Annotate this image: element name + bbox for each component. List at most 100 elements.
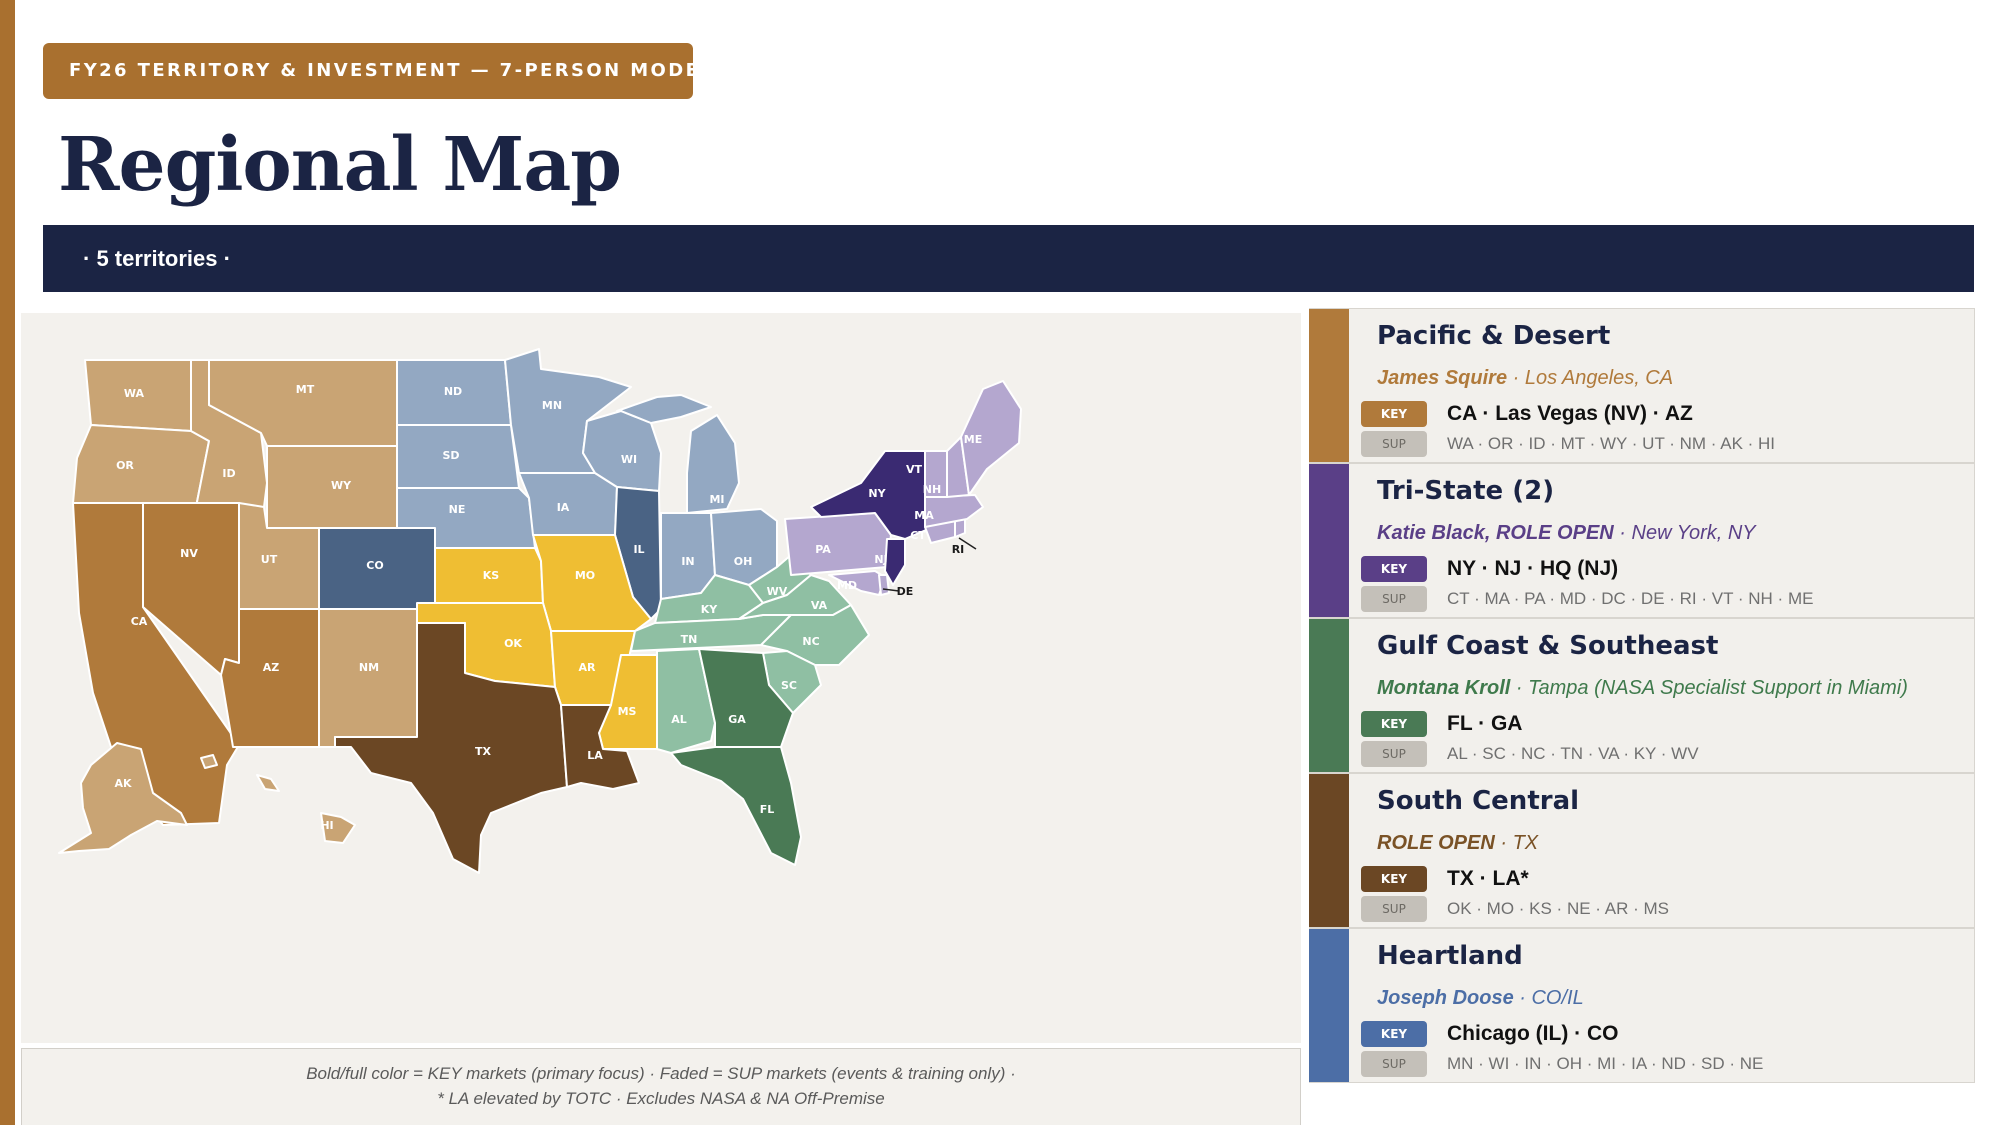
- lead-name: Katie Black, ROLE OPEN: [1377, 522, 1614, 544]
- territory-card-gulf: Gulf Coast & Southeast Montana Kroll · T…: [1309, 618, 1975, 773]
- label-AR: AR: [579, 661, 597, 674]
- territory-accent-bar: [1309, 774, 1349, 927]
- state-GA: [698, 648, 794, 748]
- territory-title: Pacific & Desert: [1377, 321, 1611, 351]
- eyebrow-label: FY26 TERRITORY & INVESTMENT — 7-PERSON M…: [43, 43, 712, 99]
- territory-accent-bar: [1309, 464, 1349, 617]
- state-AK: [58, 742, 188, 854]
- territory-lead: Katie Black, ROLE OPEN · New York, NY: [1377, 522, 1756, 545]
- label-NH: NH: [923, 483, 941, 496]
- map-svg: WA OR ID MT WY CA NV UT AZ NM AK HI CO N…: [58, 348, 1022, 874]
- label-NM: NM: [359, 661, 379, 674]
- label-NJ: NJ: [874, 553, 887, 566]
- state-DE: [878, 574, 890, 596]
- lead-location: · New York, NY: [1613, 522, 1756, 544]
- sup-badge: SUP: [1361, 896, 1427, 922]
- key-badge: KEY: [1361, 866, 1427, 892]
- label-HI: HI: [320, 819, 333, 832]
- label-OH: OH: [734, 555, 753, 568]
- sup-badge: SUP: [1361, 741, 1427, 767]
- key-badge: KEY: [1361, 711, 1427, 737]
- label-VA: VA: [811, 599, 828, 612]
- territory-card-heartland: Heartland Joseph Doose · CO/IL KEY Chica…: [1309, 928, 1975, 1083]
- territory-title: South Central: [1377, 786, 1580, 816]
- sup-badge: SUP: [1361, 1051, 1427, 1077]
- lead-location: · TX: [1494, 832, 1539, 854]
- label-MT: MT: [296, 383, 315, 396]
- lead-location: · Tampa (NASA Specialist Support in Miam…: [1510, 677, 1908, 699]
- lead-location: · Los Angeles, CA: [1507, 367, 1674, 389]
- label-MI: MI: [709, 493, 724, 506]
- label-ND: ND: [444, 385, 462, 398]
- label-OK: OK: [504, 637, 522, 650]
- state-MI: [686, 414, 740, 514]
- label-SC: SC: [781, 679, 797, 692]
- territory-lead: James Squire · Los Angeles, CA: [1377, 367, 1673, 390]
- state-HI-island: [256, 774, 280, 792]
- label-ME: ME: [964, 433, 982, 446]
- territory-card-pacific: Pacific & Desert James Squire · Los Ange…: [1309, 308, 1975, 463]
- label-CT: CT: [910, 529, 926, 542]
- label-MO: MO: [575, 569, 595, 582]
- label-IA: IA: [557, 501, 570, 514]
- label-WV: WV: [767, 585, 788, 598]
- state-NY: [810, 450, 934, 540]
- territory-accent-bar: [1309, 929, 1349, 1082]
- territory-legend: Pacific & Desert James Squire · Los Ange…: [1309, 308, 1975, 1083]
- label-RI: RI: [952, 543, 965, 556]
- state-VA: [738, 574, 852, 620]
- label-AL: AL: [671, 713, 687, 726]
- label-IN: IN: [681, 555, 694, 568]
- footnote-line-1: Bold/full color = KEY markets (primary f…: [306, 1064, 1016, 1083]
- territory-count-banner: · 5 territories ·: [43, 225, 1974, 292]
- label-FL: FL: [760, 803, 775, 816]
- territory-card-south: South Central ROLE OPEN · TX KEY TX · LA…: [1309, 773, 1975, 928]
- accent-stripe: [0, 0, 15, 1125]
- label-AK: AK: [114, 777, 132, 790]
- key-markets: TX · LA*: [1447, 867, 1529, 890]
- sup-badge: SUP: [1361, 431, 1427, 457]
- label-MN: MN: [542, 399, 562, 412]
- label-WA: WA: [124, 387, 145, 400]
- label-NY: NY: [868, 487, 886, 500]
- label-NV: NV: [180, 547, 198, 560]
- state-NM: [318, 608, 418, 748]
- lead-name: Joseph Doose: [1377, 987, 1514, 1009]
- territory-accent-bar: [1309, 309, 1349, 462]
- sup-markets: WA · OR · ID · MT · WY · UT · NM · AK · …: [1447, 434, 1776, 453]
- label-IL: IL: [633, 543, 644, 556]
- label-UT: UT: [261, 553, 278, 566]
- label-VT: VT: [906, 463, 923, 476]
- territory-title: Tri-State (2): [1377, 476, 1555, 506]
- label-SD: SD: [442, 449, 459, 462]
- state-LA: [560, 704, 640, 790]
- label-CA: CA: [131, 615, 148, 628]
- label-NE: NE: [449, 503, 466, 516]
- label-MA: MA: [914, 509, 934, 522]
- territory-accent-bar: [1309, 619, 1349, 772]
- key-markets: NY · NJ · HQ (NJ): [1447, 557, 1619, 580]
- sup-markets: CT · MA · PA · MD · DC · DE · RI · VT · …: [1447, 589, 1814, 608]
- territory-title: Heartland: [1377, 941, 1523, 971]
- label-AZ: AZ: [263, 661, 280, 674]
- state-FL: [670, 746, 802, 866]
- state-TX: [334, 622, 568, 874]
- territory-lead: Montana Kroll · Tampa (NASA Specialist S…: [1377, 677, 1908, 700]
- label-TN: TN: [681, 633, 698, 646]
- label-LA: LA: [587, 749, 603, 762]
- key-markets: Chicago (IL) · CO: [1447, 1022, 1619, 1045]
- lead-location: · CO/IL: [1513, 987, 1584, 1009]
- label-PA: PA: [815, 543, 831, 556]
- key-markets: FL · GA: [1447, 712, 1523, 735]
- label-GA: GA: [728, 713, 746, 726]
- key-markets: CA · Las Vegas (NV) · AZ: [1447, 402, 1693, 425]
- page-title: Regional Map: [58, 122, 622, 208]
- label-ID: ID: [222, 467, 235, 480]
- sup-markets: MN · WI · IN · OH · MI · IA · ND · SD · …: [1447, 1054, 1764, 1073]
- key-badge: KEY: [1361, 401, 1427, 427]
- state-MI-upper: [616, 394, 712, 424]
- us-territory-map: WA OR ID MT WY CA NV UT AZ NM AK HI CO N…: [21, 313, 1301, 1043]
- map-footnote: Bold/full color = KEY markets (primary f…: [21, 1048, 1301, 1125]
- territory-card-tristate: Tri-State (2) Katie Black, ROLE OPEN · N…: [1309, 463, 1975, 618]
- label-CO: CO: [366, 559, 383, 572]
